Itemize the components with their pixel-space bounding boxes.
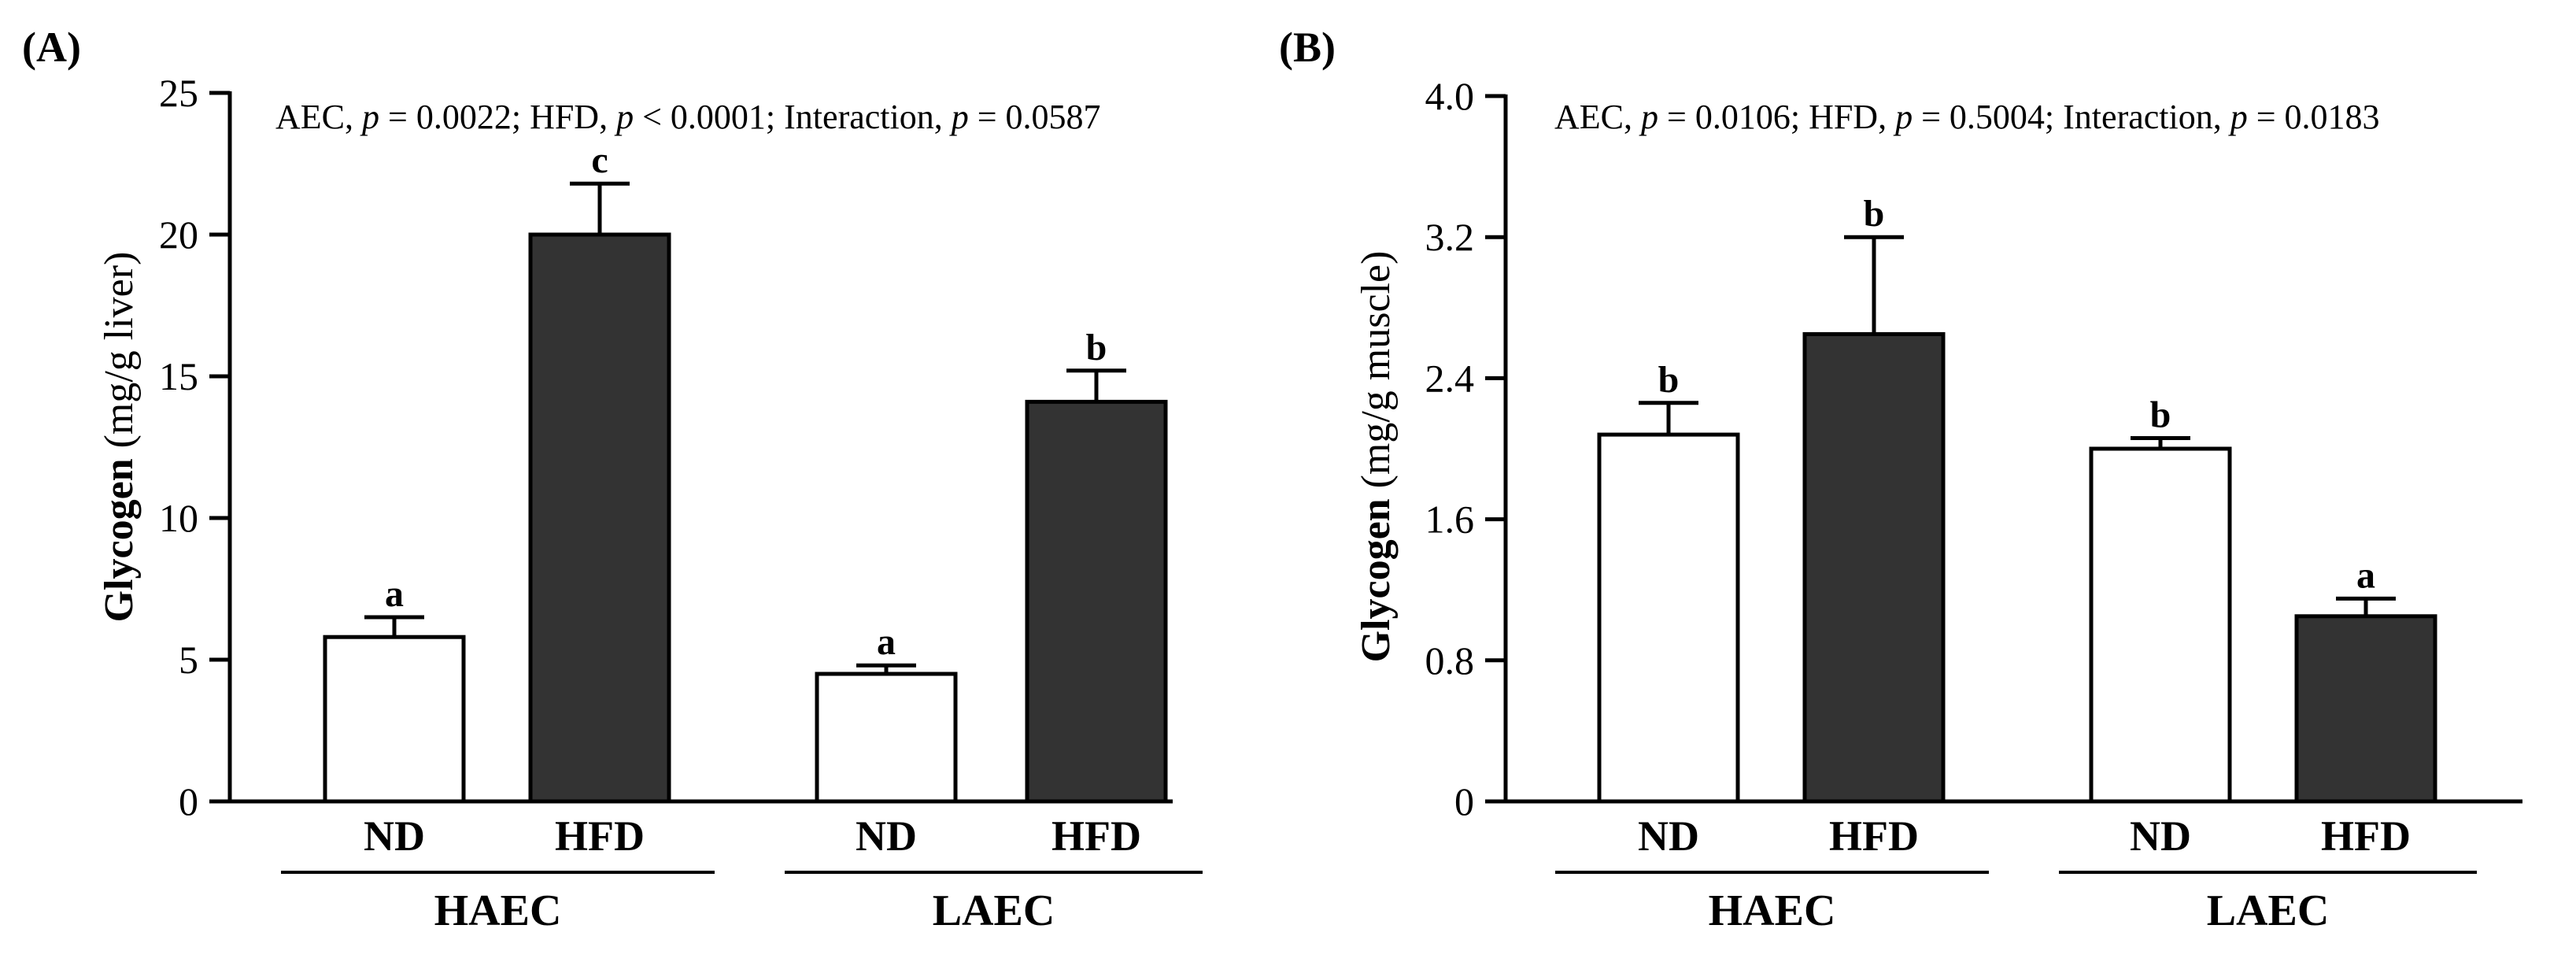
panel-a-significance-label: b <box>1086 327 1107 368</box>
panel-b-category-label: ND <box>1638 812 1699 860</box>
panel-b-y-tick-label: 2.4 <box>1425 356 1475 400</box>
panel-b-y-tick-label: 3.2 <box>1425 215 1475 259</box>
panel-b-y-tick-label: 0 <box>1454 779 1474 823</box>
panel-a-y-tick-label: 0 <box>179 779 198 823</box>
panel-b-plot: 0 0.8 1.6 2.4 3.2 4.0 b ND b HFD b ND a HFD HAEC LAEC <box>1425 74 2522 935</box>
panel-a-label: (A) <box>22 24 81 71</box>
panel-b: (B) AEC, p = 0.0106; HFD, p = 0.5004; In… <box>1279 24 2522 935</box>
panel-a-bar-haec-nd <box>323 635 466 804</box>
panel-a-category-label: HFD <box>1051 812 1141 860</box>
panel-a: (A) AEC, p = 0.0022; HFD, p < 0.0001; In… <box>22 24 1203 935</box>
panel-a-y-tick-label: 5 <box>179 638 198 682</box>
panel-a-y-tick-label: 25 <box>159 71 198 115</box>
panel-a-bar-laec-hfd <box>1025 399 1168 804</box>
panel-a-significance-label: a <box>385 573 404 615</box>
panel-b-y-tick-label: 4.0 <box>1425 74 1475 118</box>
panel-b-y-tick-label: 0.8 <box>1425 638 1475 683</box>
panel-a-y-tick-label: 20 <box>159 213 198 257</box>
panel-a-group-label: HAEC <box>434 886 562 935</box>
panel-b-significance-label: a <box>2356 554 2375 596</box>
panel-a-y-tick-label: 10 <box>159 496 198 540</box>
panel-b-category-label: HFD <box>1829 812 1919 860</box>
panel-b-y-tick-label: 1.6 <box>1425 498 1475 542</box>
panel-b-group-label: HAEC <box>1709 886 1836 935</box>
panel-a-stats: AEC, p = 0.0022; HFD, p < 0.0001; Intera… <box>275 98 1101 136</box>
panel-a-significance-label: a <box>877 621 896 663</box>
panel-b-significance-label: b <box>1864 193 1885 235</box>
panel-a-y-tick-label: 15 <box>159 354 198 398</box>
panel-b-category-label: HFD <box>2321 812 2411 860</box>
panel-b-significance-label: b <box>1658 359 1680 401</box>
panel-b-label: (B) <box>1279 24 1336 71</box>
panel-b-group-label: LAEC <box>2207 886 2330 935</box>
panel-b-stats: AEC, p = 0.0106; HFD, p = 0.5004; Intera… <box>1554 98 2380 136</box>
panel-b-y-axis-label: Glycogen (mg/g muscle) <box>1354 251 1399 663</box>
panel-a-group-label: LAEC <box>933 886 1055 935</box>
panel-b-significance-label: b <box>2150 394 2171 436</box>
panel-a-y-axis-label: Glycogen (mg/g liver) <box>97 252 142 623</box>
panel-a-bar-laec-nd <box>815 672 958 804</box>
panel-b-bar-laec-hfd <box>2294 614 2437 804</box>
panel-b-bar-haec-hfd <box>1802 331 1946 804</box>
panel-b-category-label: ND <box>2130 812 2191 860</box>
panel-b-bar-laec-nd <box>2089 446 2232 804</box>
panel-a-category-label: ND <box>364 812 425 860</box>
panel-a-significance-label: c <box>591 139 608 181</box>
panel-a-bar-haec-hfd <box>528 232 671 804</box>
panel-b-bar-haec-nd <box>1597 432 1740 804</box>
panel-a-category-label: ND <box>856 812 917 860</box>
panel-a-category-label: HFD <box>555 812 645 860</box>
panel-a-plot: 0 5 10 15 20 25 a ND c HFD a ND b HFD HAEC LAEC <box>159 71 1203 935</box>
